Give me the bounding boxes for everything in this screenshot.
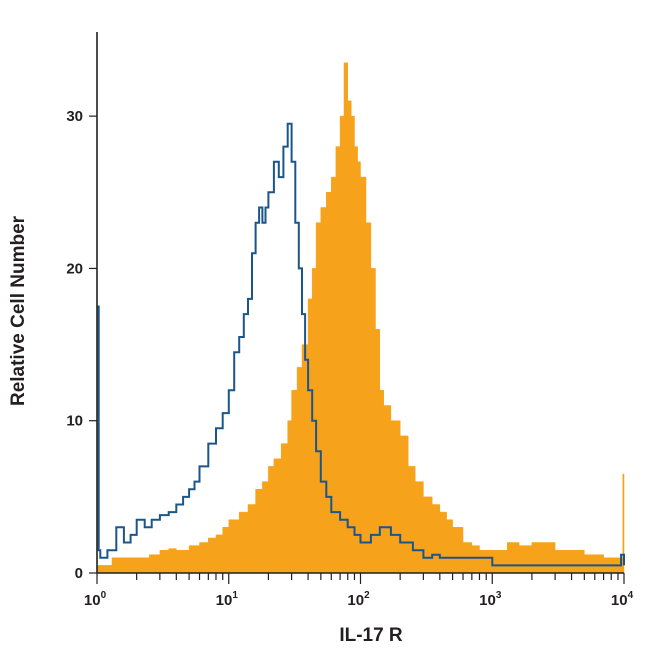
x-tick-label: 100 — [84, 590, 107, 609]
y-axis-title: Relative Cell Number — [8, 215, 29, 406]
x-tick-label-base: 10 — [216, 592, 233, 609]
histogram-filled-series — [96, 62, 625, 574]
x-tick-label-exponent: 0 — [101, 590, 107, 601]
x-tick-label-base: 10 — [84, 592, 101, 609]
x-tick-label-exponent: 2 — [364, 590, 370, 601]
x-tick-label: 103 — [479, 590, 502, 609]
x-tick-label-base: 10 — [479, 592, 496, 609]
x-tick-label: 101 — [216, 590, 239, 609]
x-minor-ticks — [136, 573, 619, 580]
histogram-series-layer — [96, 62, 625, 574]
x-tick-label: 102 — [347, 590, 370, 609]
x-tick-label-base: 10 — [347, 592, 364, 609]
x-major-ticks: 100 101 102 103 104 — [84, 573, 634, 609]
x-tick-label-exponent: 1 — [232, 590, 238, 601]
x-tick-label: 104 — [611, 590, 634, 609]
x-tick-label-exponent: 4 — [628, 590, 634, 601]
y-ticks: 0 10 20 30 — [66, 108, 97, 582]
x-tick-label-base: 10 — [611, 592, 628, 609]
y-tick-label: 20 — [66, 260, 83, 277]
y-tick-label: 30 — [66, 108, 83, 125]
histogram-outline-series — [97, 122, 625, 567]
x-axis-title: IL-17 R — [339, 625, 403, 646]
x-tick-label-exponent: 3 — [496, 590, 502, 601]
y-tick-label: 0 — [75, 565, 83, 582]
y-tick-label: 10 — [66, 413, 83, 430]
